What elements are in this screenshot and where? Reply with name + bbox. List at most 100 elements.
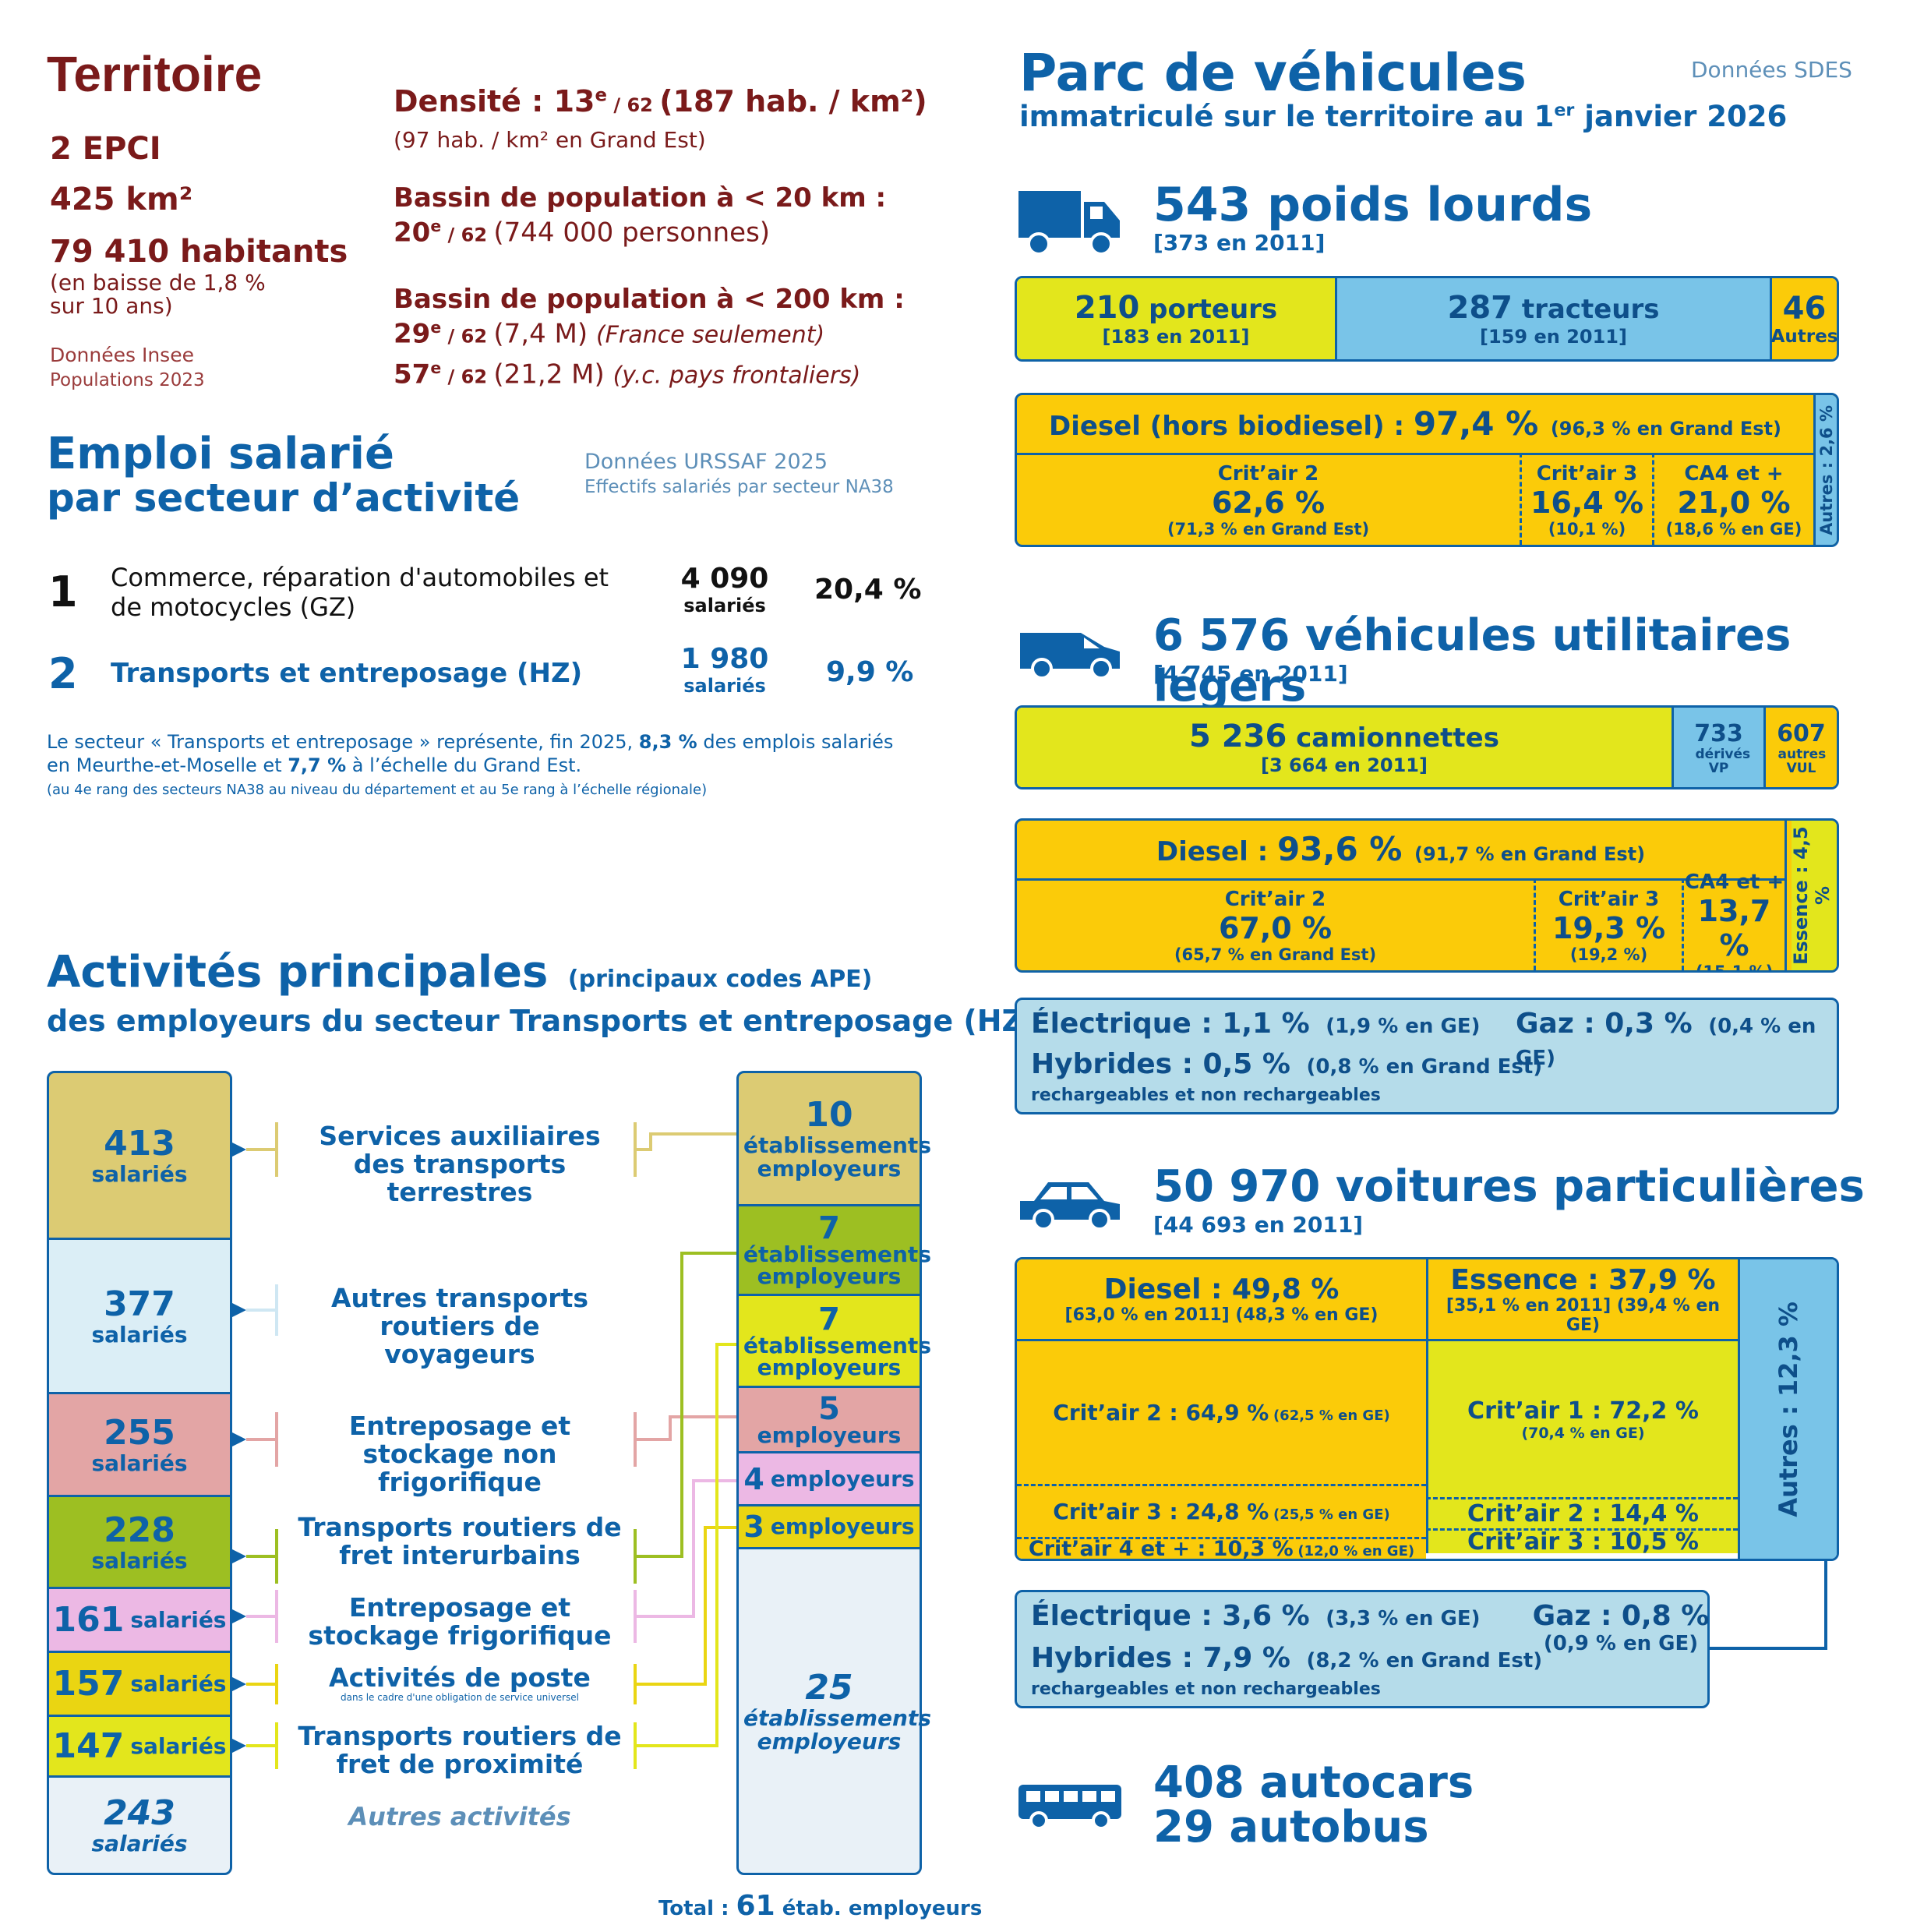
salaries-count: 243 [104,1793,175,1833]
vp-connector [1707,1559,1827,1650]
pl-porteurs: 210 porteurs [183 en 2011] [1017,278,1335,359]
autobus: 29 autobus [1153,1802,1429,1853]
rank-1-icon: 1 [48,567,78,616]
vul-derives-vp: 733 dérivés VP [1672,708,1763,787]
emploi-note: Le secteur « Transports et entreposage »… [47,731,894,776]
salaries-cell: 255 salariés [47,1392,232,1497]
pl-critair3: Crit’air 3 16,4 % (10,1 %) [1520,453,1652,545]
vp-other-fuels: Électrique : 3,6 % (3,3 % en GE) Gaz : 0… [1015,1590,1710,1708]
etablissements-unit: employeurs [770,1513,915,1539]
salaries-count: 161 [52,1599,125,1640]
vul-ref: [4 745 en 2011] [1153,661,1348,687]
pl-diesel: Diesel (hors biodiesel) : 97,4 % (96,3 %… [1049,404,1781,443]
label-services-auxiliaires: Services auxiliaires des transports terr… [319,1121,601,1207]
vul-essence: Essence : 4,5 % [1784,821,1837,970]
vul-diesel: Diesel : 93,6 % (91,7 % en Grand Est) [1156,830,1646,868]
emploi-row-1-pct: 20,4 % [814,574,922,606]
vp-diesel: Diesel : 49,8 % [63,0 % en 2011] (48,3 % … [1017,1259,1426,1339]
parc-subtitle: immatriculé sur le territoire au 1er jan… [1019,100,1788,133]
etablissements-cell: 25 établissements employeurs [736,1547,931,1875]
etablissements-unit: établissements employeurs [743,1332,931,1380]
vp-essence-critair1: Crit’air 1 : 72,2 % (70,4 % en GE) [1426,1339,1738,1497]
etablissements-unit: établissements employeurs [743,1241,931,1289]
salaries-count: 147 [52,1725,125,1766]
etablissements-cell: 3 employeurs [736,1504,922,1549]
parc-title: Parc de véhicules [1019,43,1527,103]
pl-ref: [373 en 2011] [1153,230,1326,256]
emploi-row-1-label: Commerce, réparation d'automobiles et de… [111,563,609,622]
etablissements-count: 25 [805,1667,853,1708]
vul-title: 6 576 véhicules utilitaires légers [1153,610,1792,712]
vp-fuel-box: Diesel : 49,8 % [63,0 % en 2011] (48,3 % … [1015,1257,1839,1561]
etablissements-count: 3 [743,1510,764,1544]
vp-ref: [44 693 en 2011] [1153,1212,1364,1238]
salaries-unit: salariés [130,1606,227,1633]
label-entreposage-non-frigo: Entreposage et stockage non frigorifique [348,1411,571,1497]
truck-icon [1018,191,1120,256]
salaries-unit: salariés [91,1450,188,1476]
salaries-cell: 243 salariés [47,1775,232,1875]
bassin200-frontaliers: 57e / 62 (21,2 M) (y.c. pays frontaliers… [394,358,861,390]
bassin200-france: 29e / 62 (7,4 M) (France seulement) [394,318,825,350]
emploi-row-2-pct: 9,9 % [826,656,914,688]
vp-electrique: Électrique : 3,6 % [1031,1600,1310,1632]
pl-ca4: CA4 et +21,0 % (18,6 % en GE) [1652,453,1813,545]
salaries-count: 413 [104,1123,175,1164]
etablissements-count: 10 [805,1095,853,1135]
pl-types-bar: 210 porteurs [183 en 2011] 287 tracteurs… [1015,276,1839,362]
label-fret-proximite: Transports routiers de fret de proximité [298,1721,622,1779]
vp-essence-critair2: Crit’air 2 : 14,4 % [1426,1497,1738,1528]
salaries-count: 377 [104,1284,175,1324]
vul-critair2: Crit’air 2 67,0 % (65,7 % en Grand Est) [1017,878,1534,970]
epci-count: 2 EPCI [50,131,161,167]
area: 425 km² [50,182,193,217]
vul-autres: 607 autres VUL [1763,708,1837,787]
densite: Densité : 13e / 62 (187 hab. / km²) [394,84,927,118]
vp-hybrides: Hybrides : 7,9 % [1031,1642,1290,1674]
label-autres-activites: Autres activités [348,1802,571,1831]
etablissements-unit: employeurs [757,1422,902,1448]
activites-subtitle: des employeurs du secteur Transports et … [47,1004,1037,1038]
salaries-cell: 377 salariés [47,1238,232,1394]
etablissements-count: 7 [818,1301,840,1337]
label-activites-poste: Activités de poste dans le cadre d'une o… [329,1662,591,1704]
densite-ge: (97 hab. / km² en Grand Est) [394,127,706,153]
pl-autres: 46 Autres [1770,278,1837,359]
vul-fuel-box: Diesel : 93,6 % (91,7 % en Grand Est) Cr… [1015,818,1839,973]
emploi-row-2-count: 1 980 salariés [680,643,769,697]
salaries-count: 228 [104,1510,175,1550]
vul-electrique: Électrique : 1,1 % [1031,1008,1310,1040]
etablissements-count: 5 [818,1390,840,1427]
emploi-row-2-label: Transports et entreposage (HZ) [111,658,583,689]
salaries-cell: 157 salariés [47,1651,232,1717]
territoire-title: Territoire [47,46,263,102]
vp-diesel-critair2: Crit’air 2 : 64,9 % (62,5 % en GE) [1017,1339,1426,1484]
pl-title: 543 poids lourds [1153,178,1593,232]
bassin20-label: Bassin de population à < 20 km : [394,182,887,214]
salaries-count: 255 [104,1412,175,1453]
autocars: 408 autocars [1153,1757,1474,1808]
salaries-count: 157 [52,1663,125,1704]
vul-critair3: Crit’air 3 19,3 % (19,2 %) [1534,878,1682,970]
etablissements-cell: 10 établissements employeurs [736,1071,931,1206]
population-trend: (en baisse de 1,8 % sur 10 ans) [50,270,266,319]
vp-essence: Essence : 37,9 % [35,1 % en 2011] (39,4 %… [1426,1259,1738,1339]
etablissements-count: 4 [743,1461,764,1496]
population: 79 410 habitants [50,234,348,270]
salaries-unit: salariés [91,1831,188,1856]
van-icon [1020,633,1120,678]
vul-hybrides: Hybrides : 0,5 % [1031,1048,1290,1080]
label-entreposage-frigo: Entreposage et stockage frigorifique [308,1592,612,1651]
rank-2-icon: 2 [48,649,78,698]
bassin20-value: 20e / 62 (744 000 personnes) [394,217,771,249]
vul-other-fuels: Électrique : 1,1 % (1,9 % en GE) Gaz : 0… [1015,998,1839,1114]
vul-gaz: Gaz : 0,3 % [1516,1008,1693,1040]
insee-source: Données Insee Populations 2023 [50,344,205,390]
salaries-unit: salariés [130,1670,227,1697]
sdes-source: Données SDES [1691,57,1852,83]
emploi-title: Emploi salarié par secteur d’activité [47,429,521,521]
etablissements-cell: 5 employeurs [736,1386,922,1453]
etablissements-unit: établissements employeurs [743,1132,931,1181]
pl-fuel-box: Diesel (hors biodiesel) : 97,4 % (96,3 %… [1015,393,1839,547]
etablissements-count: 7 [818,1210,840,1246]
